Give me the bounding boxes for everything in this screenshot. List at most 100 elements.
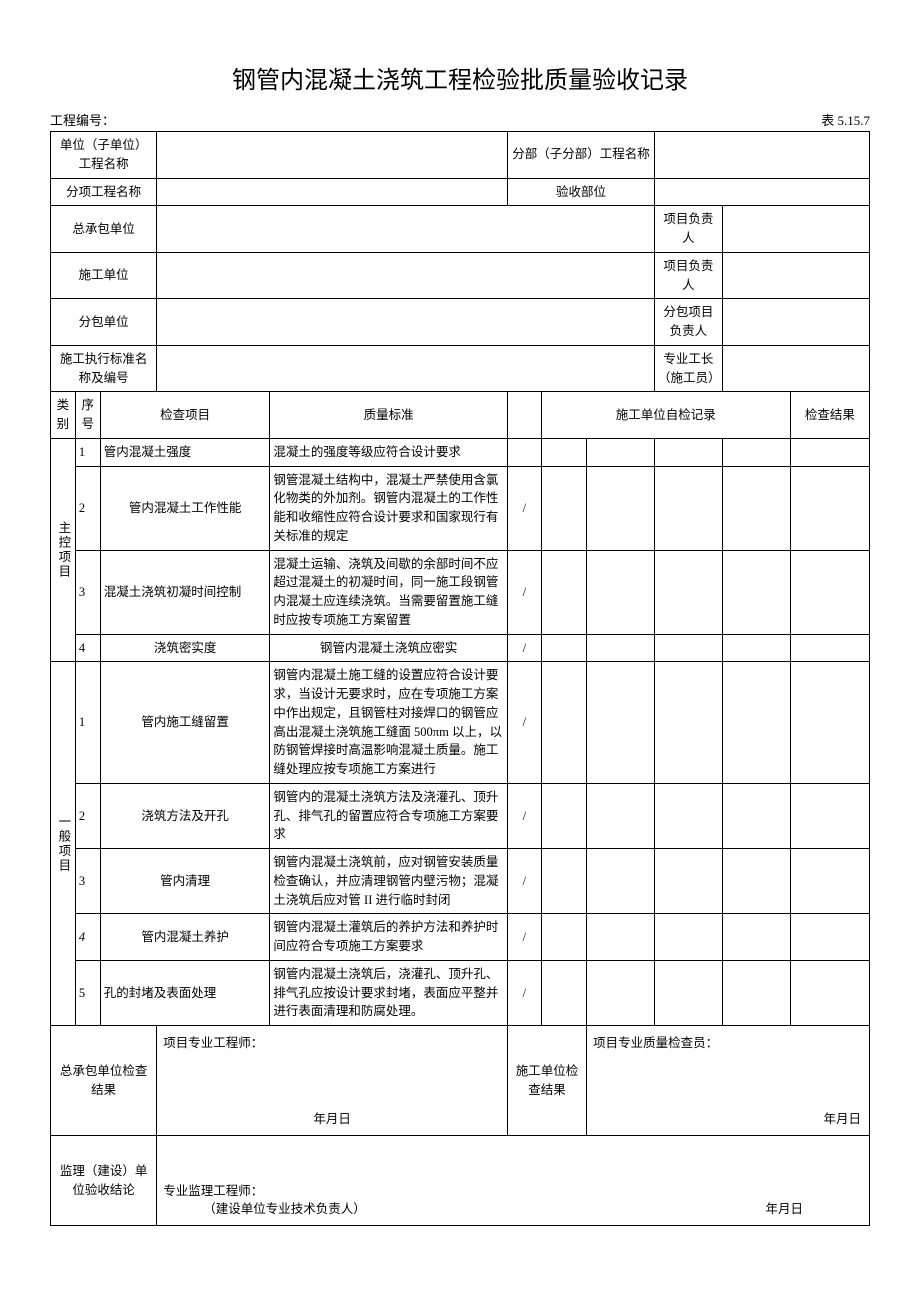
cell-blank [587, 662, 655, 784]
project-leader-label-2: 项目负责人 [654, 252, 722, 299]
cell-seq: 3 [75, 849, 100, 914]
table-row: 主控项目 1 管内混凝土强度 混凝土的强度等级应符合设计要求 [51, 438, 870, 466]
table-row: 3 管内清理 钢管内混凝土浇筑前，应对钢管安装质量检查确认，并应清理钢管内壁污物… [51, 849, 870, 914]
general-contractor-label: 总承包单位 [51, 206, 157, 253]
cell-blank [541, 662, 586, 784]
cell-item: 孔的封堵及表面处理 [100, 960, 270, 1025]
sub-item-value [157, 178, 508, 206]
cell-std: 钢管内混凝土施工缝的设置应符合设计要求，当设计无要求时，应在专项施工方案中作出规… [270, 662, 508, 784]
table-row: 2 管内混凝土工作性能 钢管混凝土结构中，混凝土严禁使用含氯化物类的外加剂。钢管… [51, 466, 870, 550]
cell-mark: / [507, 783, 541, 848]
table-row: 施工单位 项目负责人 [51, 252, 870, 299]
cell-mark: / [507, 849, 541, 914]
cell-blank [722, 550, 790, 634]
cell-blank [587, 438, 655, 466]
cell-blank [654, 466, 722, 550]
cell-blank [654, 914, 722, 961]
group-main: 主控项目 [51, 438, 76, 662]
page-title: 钢管内混凝土浇筑工程检验批质量验收记录 [50, 60, 870, 95]
table-header-row: 类别 序号 检查项目 质量标准 施工单位自检记录 检查结果 [51, 392, 870, 439]
cell-item: 管内清理 [100, 849, 270, 914]
col-self-check: 施工单位自检记录 [541, 392, 790, 439]
cell-blank [790, 550, 869, 634]
sub-division-label: 分部（子分部）工程名称 [507, 132, 654, 179]
cell-blank [587, 634, 655, 662]
cell-blank [790, 783, 869, 848]
cell-seq: 2 [75, 466, 100, 550]
cell-blank [541, 466, 586, 550]
construction-result-cell: 项目专业质量检查员： 年月日 [587, 1026, 870, 1136]
cell-blank [722, 466, 790, 550]
date-label: 年月日 [313, 1110, 351, 1129]
general-contractor-value [157, 206, 655, 253]
table-row: 总承包单位检查结果 项目专业工程师： 年月日 施工单位检查结果 项目专业质量检查… [51, 1026, 870, 1136]
table-row: 2 浇筑方法及开孔 钢管内的混凝土浇筑方法及浇灌孔、顶升孔、排气孔的留置应符合专… [51, 783, 870, 848]
cell-blank [654, 634, 722, 662]
date-label: 年月日 [823, 1110, 861, 1129]
cell-blank [541, 550, 586, 634]
cell-blank [722, 914, 790, 961]
cell-item: 管内混凝土工作性能 [100, 466, 270, 550]
cell-item: 混凝土浇筑初凝时间控制 [100, 550, 270, 634]
subcontractor-value [157, 299, 655, 346]
table-row: 总承包单位 项目负责人 [51, 206, 870, 253]
foreman-label: 专业工长（施工员） [654, 345, 722, 392]
contractor-result-cell: 项目专业工程师： 年月日 [157, 1026, 508, 1136]
cell-blank [790, 914, 869, 961]
cell-seq: 4 [75, 914, 100, 961]
cell-std: 钢管内混凝土浇筑应密实 [270, 634, 508, 662]
unit-project-value [157, 132, 508, 179]
cell-blank [587, 783, 655, 848]
cell-blank [722, 634, 790, 662]
group-general: 一般项目 [51, 662, 76, 1026]
tech-leader-label: （建设单位专业技术负责人） [203, 1200, 366, 1219]
cell-std: 钢管混凝土结构中，混凝土严禁使用含氯化物类的外加剂。钢管内混凝土的工作性能和收缩… [270, 466, 508, 550]
table-row: 4 浇筑密实度 钢管内混凝土浇筑应密实 / [51, 634, 870, 662]
project-leader-label-1: 项目负责人 [654, 206, 722, 253]
col-check-result: 检查结果 [790, 392, 869, 439]
cell-std: 混凝土运输、浇筑及间歇的余部时间不应超过混凝土的初凝时间，同一施工段钢管内混凝土… [270, 550, 508, 634]
cell-item: 管内混凝土养护 [100, 914, 270, 961]
cell-mark: / [507, 634, 541, 662]
table-row: 3 混凝土浇筑初凝时间控制 混凝土运输、浇筑及间歇的余部时间不应超过混凝土的初凝… [51, 550, 870, 634]
col-blank [507, 392, 541, 439]
cell-blank [722, 849, 790, 914]
cell-blank [790, 634, 869, 662]
construction-unit-value [157, 252, 655, 299]
contractor-result-label: 总承包单位检查结果 [51, 1026, 157, 1136]
cell-item: 浇筑方法及开孔 [100, 783, 270, 848]
cell-blank [790, 438, 869, 466]
cell-mark: / [507, 662, 541, 784]
foreman-value [722, 345, 869, 392]
cell-blank [654, 783, 722, 848]
project-leader-value-1 [722, 206, 869, 253]
cell-blank [722, 662, 790, 784]
col-check-item: 检查项目 [100, 392, 270, 439]
cell-blank [541, 849, 586, 914]
cell-blank [587, 550, 655, 634]
project-engineer-label: 项目专业工程师： [163, 1034, 501, 1053]
cell-mark: / [507, 550, 541, 634]
cell-blank [587, 960, 655, 1025]
cell-blank [541, 783, 586, 848]
inspection-table: 单位（子单位）工程名称 分部（子分部）工程名称 分项工程名称 验收部位 总承包单… [50, 131, 870, 1226]
cell-blank [790, 662, 869, 784]
cell-blank [790, 466, 869, 550]
supervision-cell: 专业监理工程师： （建设单位专业技术负责人） 年月日 [157, 1136, 870, 1226]
sub-project-leader-label: 分包项目负责人 [654, 299, 722, 346]
cell-blank [587, 914, 655, 961]
accept-part-value [654, 178, 869, 206]
col-category: 类别 [51, 392, 76, 439]
cell-mark [507, 438, 541, 466]
cell-blank [722, 438, 790, 466]
cell-blank [541, 634, 586, 662]
cell-seq: 3 [75, 550, 100, 634]
table-row: 一般项目 1 管内施工缝留置 钢管内混凝土施工缝的设置应符合设计要求，当设计无要… [51, 662, 870, 784]
construction-unit-label: 施工单位 [51, 252, 157, 299]
cell-seq: 1 [75, 662, 100, 784]
col-seq: 序号 [75, 392, 100, 439]
sub-division-value [654, 132, 869, 179]
cell-mark: / [507, 466, 541, 550]
cell-blank [790, 960, 869, 1025]
cell-blank [541, 960, 586, 1025]
